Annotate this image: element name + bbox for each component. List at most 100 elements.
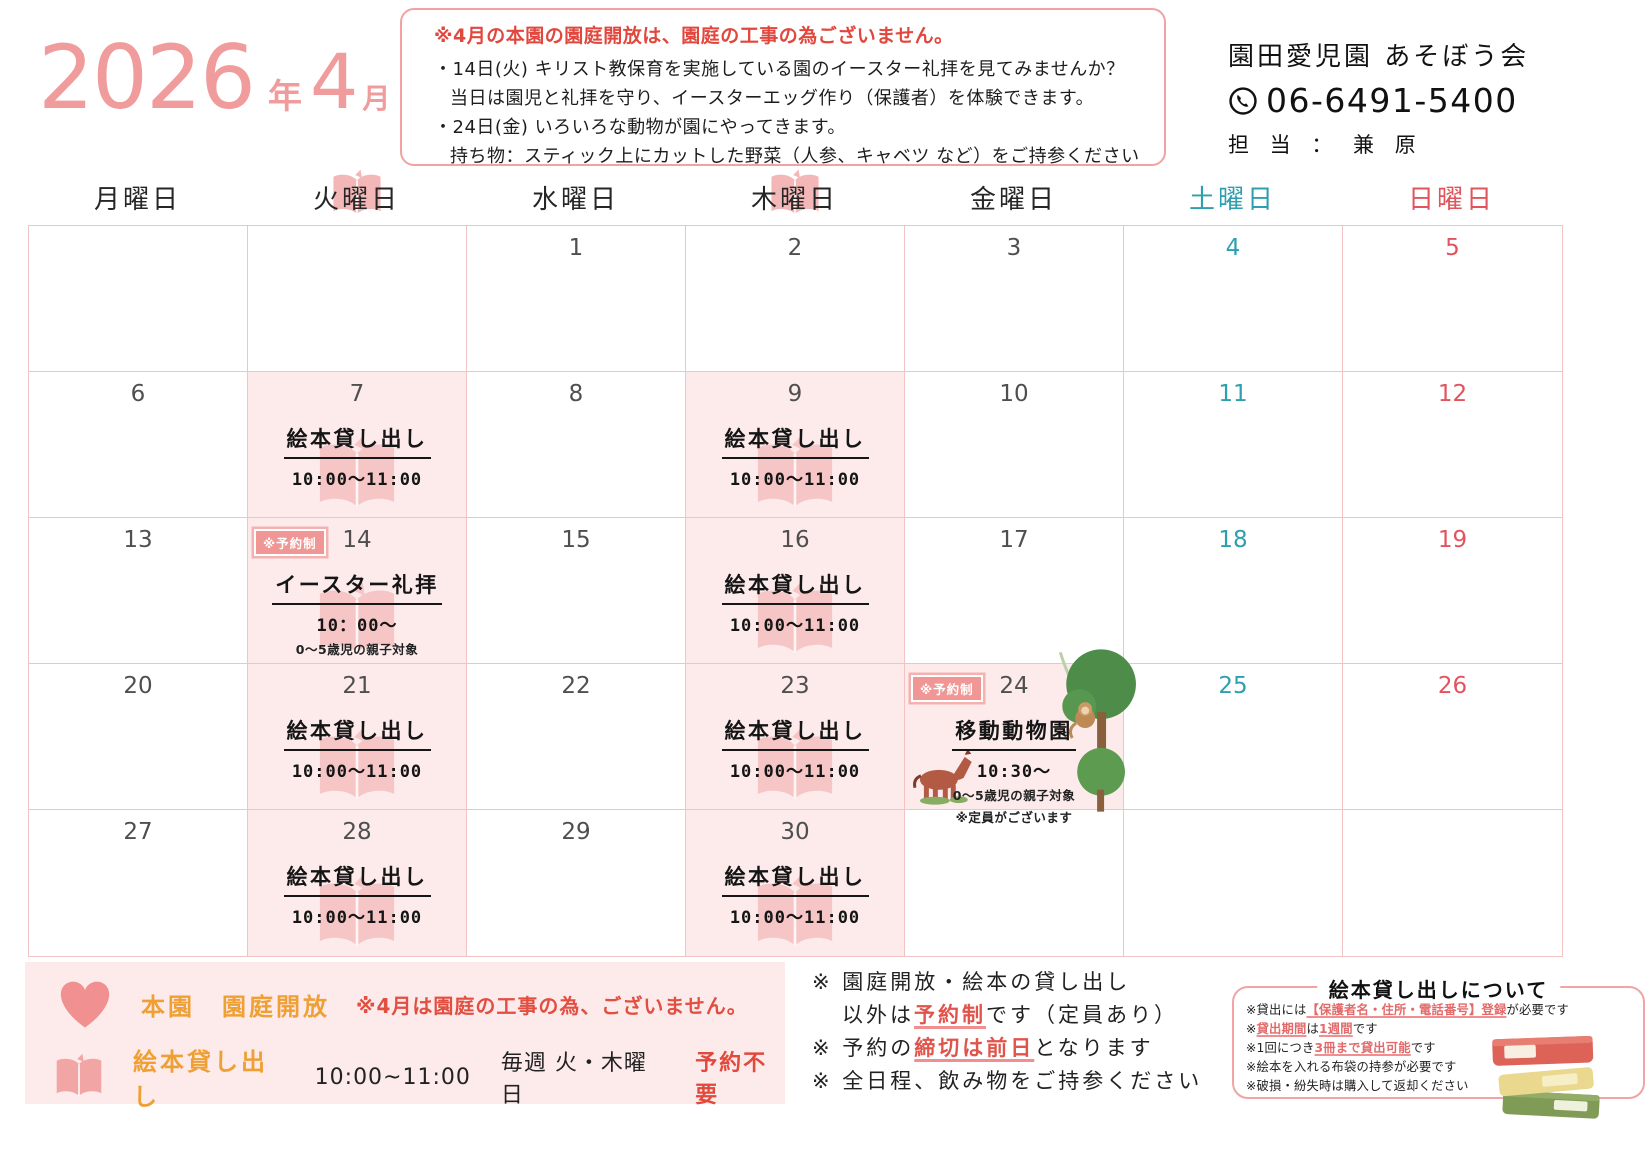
book-stack-icon <box>1492 1035 1600 1119</box>
date-number: 17 <box>999 527 1029 553</box>
event-note: ※定員がございます <box>955 810 1073 825</box>
weekday-header: 月曜日 <box>28 180 247 224</box>
date-number: 23 <box>780 673 810 699</box>
date-number: 10 <box>999 381 1029 407</box>
day-cell-empty <box>29 226 248 372</box>
legend-garden-label: 本園 園庭開放 <box>141 992 330 1021</box>
picture-book-icon <box>319 582 395 653</box>
date-number: 16 <box>780 527 810 553</box>
picture-book-icon <box>332 169 381 214</box>
organization-block: 園田愛児園 あそぼう会 06-6491-5400 担 当 ： 兼 原 <box>1228 36 1638 159</box>
date-number: 20 <box>123 673 153 699</box>
day-cell-11: 11 <box>1124 372 1343 518</box>
date-number: 9 <box>787 381 803 407</box>
date-number: 8 <box>568 381 584 407</box>
date-number: 18 <box>1218 527 1248 553</box>
title-year-unit: 年 <box>267 77 302 117</box>
date-number: 30 <box>780 819 810 845</box>
day-cell-18: 18 <box>1124 518 1343 664</box>
weekday-label: 月曜日 <box>93 185 181 215</box>
date-number: 3 <box>1006 235 1022 261</box>
weekday-header: 木曜日 <box>685 169 904 224</box>
event-time: 10:00～11:00 <box>291 762 423 782</box>
day-cell-empty <box>1343 810 1562 956</box>
picture-book-icon <box>319 728 395 799</box>
date-number: 1 <box>568 235 584 261</box>
event-time: 10:00～11:00 <box>291 470 423 490</box>
event-time: 10:30～ <box>976 762 1052 782</box>
picture-book-icon <box>319 436 395 507</box>
date-number: 11 <box>1218 381 1248 407</box>
picture-book-icon <box>319 875 395 946</box>
event: 絵本貸し出し 10:00～11:00 <box>686 861 904 928</box>
event-title: 絵本貸し出し <box>283 861 431 897</box>
notice-headline: ※4月の本園の園庭開放は、園庭の工事の為ございません。 <box>434 25 954 47</box>
day-cell-25: 25 <box>1124 664 1343 810</box>
heart-icon <box>60 981 110 1028</box>
lending-info-line: ※破損・紛失時は購入して返却ください <box>1246 1079 1469 1093</box>
picture-book-icon <box>757 728 833 799</box>
weekday-header-row: 月曜日 火曜日 水曜日 木曜日 金曜日 土曜日 日曜日 <box>28 169 1561 224</box>
day-cell-12: 12 <box>1343 372 1562 518</box>
event: イースター礼拝 10：00～ 0～5歳児の親子対象 <box>248 569 466 658</box>
event-time: 10:00～11:00 <box>729 470 861 490</box>
weekday-header: 金曜日 <box>904 180 1123 224</box>
event-note: 0～5歳児の親子対象 <box>295 642 419 657</box>
deadline-emphasis: 締切は前日 <box>914 1036 1035 1060</box>
date-number: 25 <box>1218 673 1248 699</box>
weekday-label: 金曜日 <box>969 185 1057 215</box>
title-month: 4 <box>309 37 359 126</box>
date-number: 22 <box>561 673 591 699</box>
lending-info-box: 絵本貸し出しについて ※貸出には【保護者名・住所・電話番号】登録が必要です ※貸出… <box>1232 974 1645 1119</box>
weekday-label: 火曜日 <box>312 185 400 215</box>
event: 絵本貸し出し 10:00～11:00 <box>686 715 904 782</box>
picture-book-icon <box>757 436 833 507</box>
event-time: 10:00～11:00 <box>729 616 861 636</box>
phone-icon <box>1229 86 1257 115</box>
day-cell-7: 7 絵本貸し出し 10:00～11:00 <box>248 372 467 518</box>
day-cell-2: 2 <box>686 226 905 372</box>
horse-icon <box>913 748 972 805</box>
date-number: 29 <box>561 819 591 845</box>
picture-book-icon <box>770 169 819 214</box>
lending-info-line: ※貸出期間は1週間です <box>1246 1022 1378 1036</box>
weekday-header: 火曜日 <box>247 169 466 224</box>
picture-book-icon <box>56 1053 102 1096</box>
event: 絵本貸し出し 10:00～11:00 <box>686 423 904 490</box>
day-cell-17: 17 <box>905 518 1124 664</box>
event-title: 絵本貸し出し <box>283 423 431 459</box>
event-time: 10:00～11:00 <box>729 908 861 928</box>
note-line: ※ 園庭開放・絵本の貸し出し <box>812 970 1131 994</box>
weekday-label: 土曜日 <box>1188 185 1276 215</box>
day-cell-29: 29 <box>467 810 686 956</box>
title-year: 2026 <box>38 26 256 129</box>
note-line: ※ 予約の締切は前日となります <box>812 1036 1154 1060</box>
date-number: 4 <box>1225 235 1241 261</box>
day-cell-empty <box>905 810 1124 956</box>
day-cell-8: 8 <box>467 372 686 518</box>
day-cell-26: 26 <box>1343 664 1562 810</box>
day-cell-5: 5 <box>1343 226 1562 372</box>
reservation-badge: ※予約制 <box>911 675 983 702</box>
legend-books-label: 絵本貸し出し <box>133 1048 268 1111</box>
event-title: イースター礼拝 <box>272 569 442 605</box>
event-title: 絵本貸し出し <box>721 861 869 897</box>
notice-line: ・24日(金) いろいろな動物が園にやってきます。 <box>434 117 846 138</box>
contact-person: 担 当 ： 兼 原 <box>1228 133 1423 157</box>
day-cell-24: ※予約制 24 移動動物園 10:30～ 0～5歳児の親子対象 ※定員がございます <box>905 649 1136 825</box>
legend-garden-row: 本園 園庭開放 ※4月は園庭の工事の為、ございません。 <box>55 976 785 1032</box>
date-number: 2 <box>787 235 803 261</box>
notice-line: ・14日(火) キリスト教保育を実施している園のイースター礼拝を見てみませんか？ <box>434 59 1125 80</box>
reservation-badge: ※予約制 <box>254 529 326 556</box>
date-number: 12 <box>1437 381 1468 407</box>
phone-number: 06-6491-5400 <box>1266 81 1518 120</box>
event-title: 絵本貸し出し <box>721 423 869 459</box>
zoo-illustration <box>913 649 1136 812</box>
legend-box: 本園 園庭開放 ※4月は園庭の工事の為、ございません。 絵本貸し出し 10:00… <box>25 962 785 1111</box>
lending-info-line: ※1回につき3冊まで貸出可能です <box>1246 1041 1436 1055</box>
date-number: 19 <box>1437 527 1468 553</box>
date-number: 6 <box>130 381 146 407</box>
date-number: 26 <box>1437 673 1468 699</box>
day-cell-10: 10 <box>905 372 1124 518</box>
